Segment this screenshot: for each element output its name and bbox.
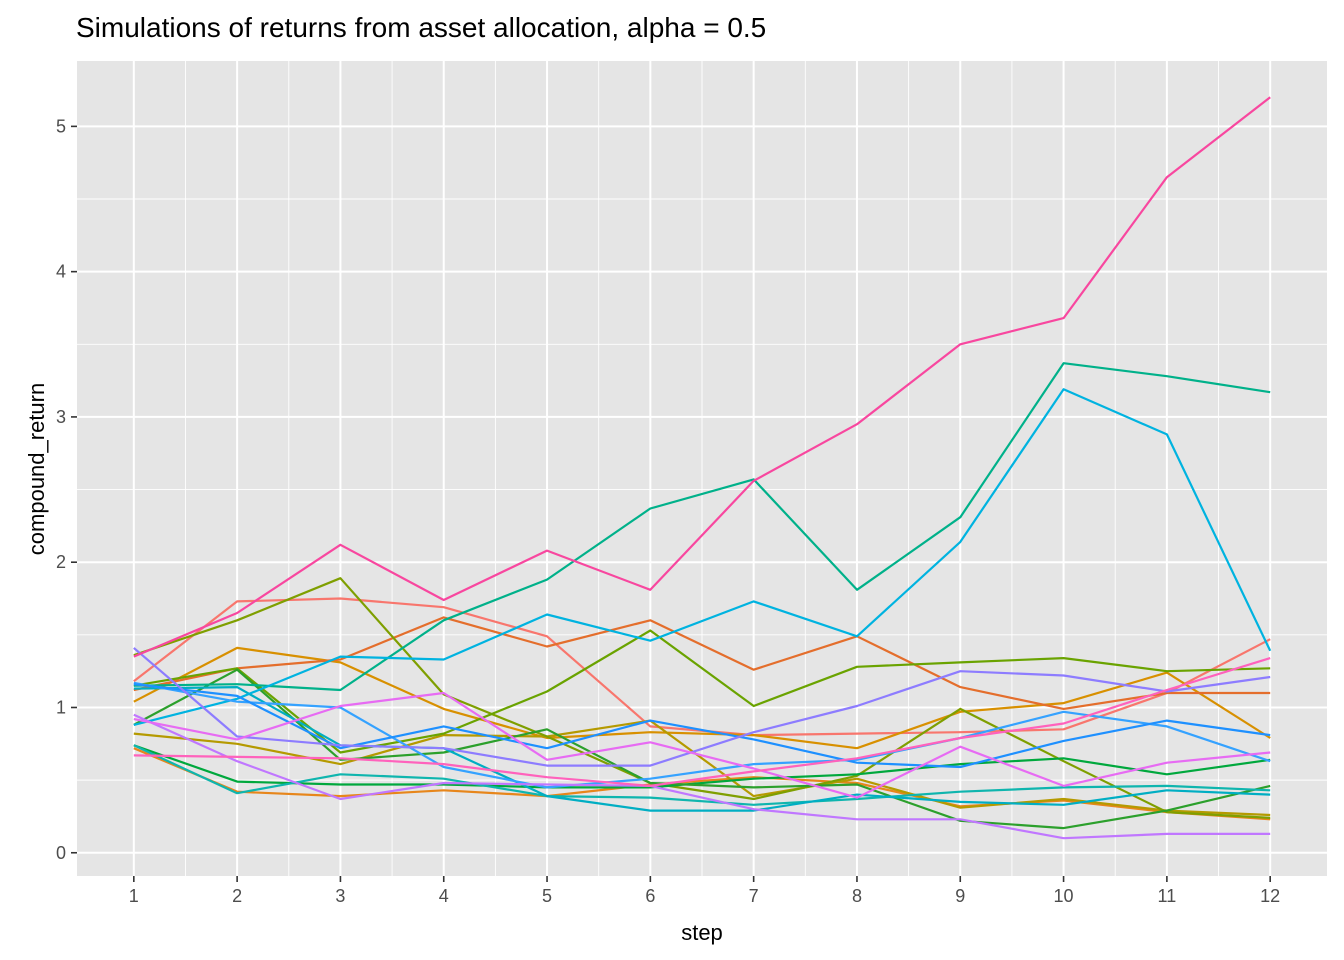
x-tick-label: 8 [852,886,862,906]
series-line-4 [133,616,1271,711]
x-tick-label: 12 [1260,886,1280,906]
x-tick-label: 10 [1054,886,1074,906]
x-tick-label: 11 [1158,886,1177,906]
x-tick-label: 6 [645,886,655,906]
chart-title: Simulations of returns from asset alloca… [76,12,767,43]
series-line-15 [133,683,1271,769]
series-line-18 [133,691,1271,799]
series-line-19 [133,657,1271,788]
x-axis-title: step [681,920,723,945]
series-line-20 [133,96,1271,658]
series-line-14 [133,681,1271,789]
series-lines [133,96,1272,840]
series-line-8 [133,744,1271,789]
y-tick-label: 4 [56,262,66,282]
series-line-10 [133,362,1271,692]
y-tick-label: 5 [56,116,66,136]
x-tick-label: 3 [335,886,345,906]
x-tick-label: 1 [129,886,139,906]
y-tick-label: 0 [56,843,66,863]
series-line-12 [133,685,1271,812]
y-tick-label: 3 [56,407,66,427]
x-tick-label: 9 [955,886,965,906]
x-axis: 1 2 3 4 5 6 7 8 9 10 11 12 [129,876,1280,906]
series-line-13 [133,388,1272,726]
x-tick-label: 7 [749,886,759,906]
x-tick-label: 2 [232,886,242,906]
y-tick-label: 1 [56,697,66,717]
series-line-17 [133,713,1271,840]
x-tick-label: 4 [439,886,449,906]
y-tick-label: 2 [56,552,66,572]
series-line-16 [133,647,1271,767]
y-axis-title: compound_return [24,383,49,555]
series-line-11 [133,744,1271,806]
y-axis: 0 1 2 3 4 5 [56,116,77,863]
series-line-5 [133,719,1271,817]
x-tick-label: 5 [542,886,552,906]
series-line-6 [133,577,1271,819]
